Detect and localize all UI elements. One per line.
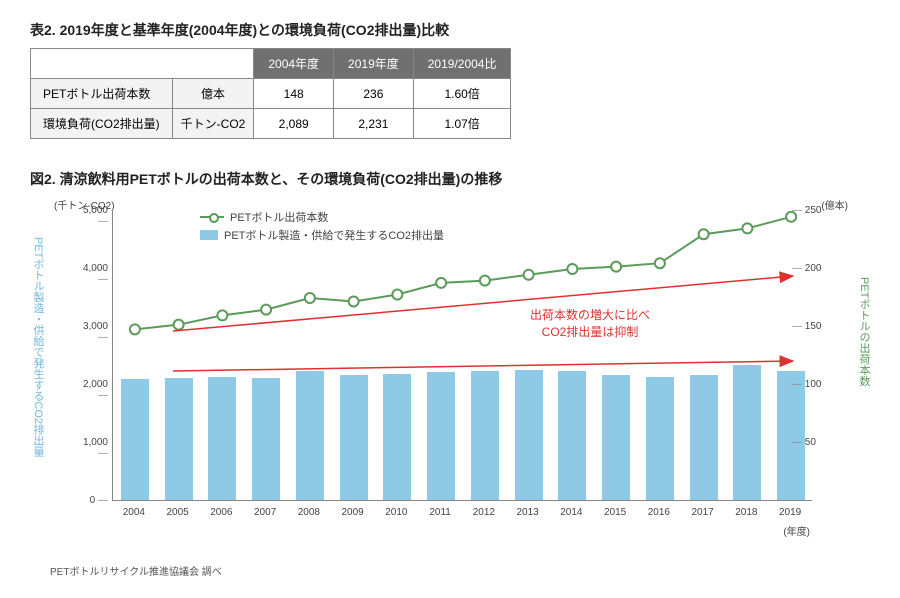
x-axis-unit: (年度) (783, 523, 810, 538)
combo-chart: (千トン-CO2) (億本) PETボトル製造・供給で発生するCO2排出量 PE… (30, 197, 870, 557)
x-tick-label: 2006 (201, 507, 241, 518)
ytick-left: 1,000 (74, 437, 108, 459)
col-2019: 2019年度 (334, 49, 414, 79)
x-tick-label: 2012 (464, 507, 504, 518)
table-title: 表2. 2019年度と基準年度(2004年度)との環境負荷(CO2排出量)比較 (30, 20, 870, 40)
ytick-left: 5,000 (74, 205, 108, 227)
x-tick-label: 2009 (333, 507, 373, 518)
ytick-left: 0 (74, 495, 108, 506)
chart-source: PETボトルリサイクル推進協議会 調べ (50, 563, 870, 578)
bar (208, 377, 236, 500)
x-tick-label: 2010 (376, 507, 416, 518)
x-tick-label: 2015 (595, 507, 635, 518)
plot-area (112, 211, 812, 501)
ytick-right: 100 (792, 379, 826, 390)
bar (252, 378, 280, 500)
x-tick-label: 2008 (289, 507, 329, 518)
x-tick-label: 2019 (770, 507, 810, 518)
bar (646, 377, 674, 500)
x-tick-label: 2014 (551, 507, 591, 518)
x-tick-label: 2011 (420, 507, 460, 518)
x-tick-label: 2018 (726, 507, 766, 518)
chart-title: 図2. 清涼飲料用PETボトルの出荷本数と、その環境負荷(CO2排出量)の推移 (30, 169, 870, 189)
x-tick-label: 2005 (158, 507, 198, 518)
x-tick-label: 2007 (245, 507, 285, 518)
bar (558, 371, 586, 500)
ytick-right: 200 (792, 263, 826, 274)
x-tick-label: 2016 (639, 507, 679, 518)
bar (602, 375, 630, 500)
table-row: PETボトル出荷本数 億本 148 236 1.60倍 (31, 79, 511, 109)
bar (733, 365, 761, 500)
bar (471, 371, 499, 500)
bar (777, 371, 805, 500)
col-2004: 2004年度 (254, 49, 334, 79)
bar (165, 378, 193, 500)
x-tick-label: 2004 (114, 507, 154, 518)
bar (515, 370, 543, 501)
yright-axis-title: PETボトルの出荷本数 (856, 277, 870, 386)
ytick-left: 3,000 (74, 321, 108, 343)
ytick-right: 150 (792, 321, 826, 332)
bar (121, 379, 149, 500)
comparison-table: 2004年度 2019年度 2019/2004比 PETボトル出荷本数 億本 1… (30, 48, 511, 139)
col-ratio: 2019/2004比 (413, 49, 511, 79)
x-tick-label: 2013 (508, 507, 548, 518)
ytick-left: 2,000 (74, 379, 108, 401)
bar (383, 374, 411, 500)
bar (427, 372, 455, 500)
ytick-left: 4,000 (74, 263, 108, 285)
bar (340, 375, 368, 500)
ytick-right: 50 (792, 437, 826, 448)
ytick-right: 250 (792, 205, 826, 216)
bar (296, 371, 324, 500)
yleft-axis-title: PETボトル製造・供給で発生するCO2排出量 (30, 237, 44, 457)
x-tick-label: 2017 (683, 507, 723, 518)
table-row: 環境負荷(CO2排出量) 千トン-CO2 2,089 2,231 1.07倍 (31, 109, 511, 139)
annotation: 出荷本数の増大に比べCO2排出量は抑制 (530, 307, 650, 341)
bar (690, 375, 718, 500)
